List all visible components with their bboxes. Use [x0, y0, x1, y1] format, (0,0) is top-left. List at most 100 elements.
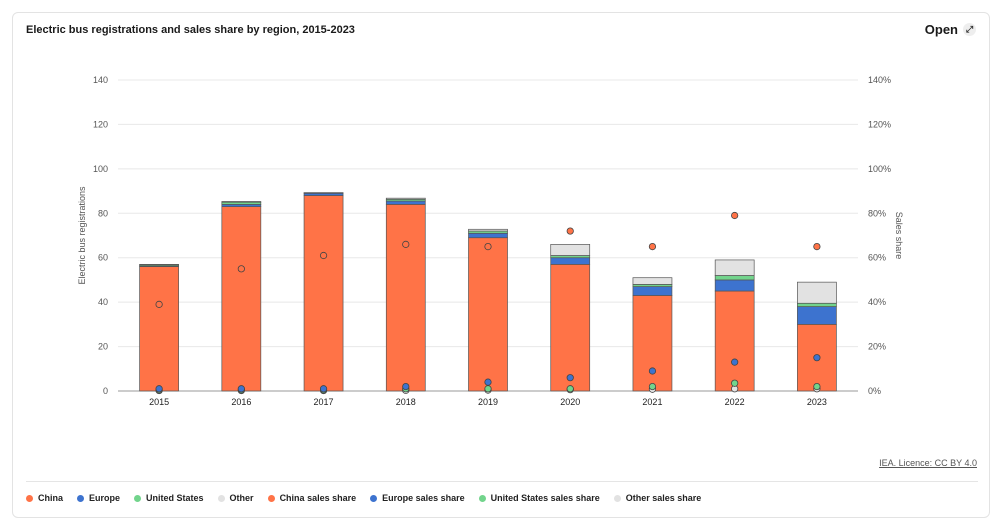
- legend-label: China: [38, 493, 64, 503]
- bar-europe: [468, 232, 508, 239]
- legend-item-united-states[interactable]: United States: [134, 493, 204, 503]
- marker-europe-share: [402, 382, 410, 391]
- licence-link[interactable]: IEA. Licence: CC BY 4.0: [879, 458, 977, 468]
- marker-united-states-share: [731, 379, 739, 387]
- y-tick-label: 140: [93, 75, 108, 85]
- legend-label: United States: [146, 493, 204, 503]
- marker-europe-share: [566, 374, 574, 382]
- marker-china-share: [813, 243, 821, 251]
- bar-china: [385, 204, 426, 392]
- y2-axis-label: Sales share: [894, 212, 904, 260]
- x-tick-label: 2018: [396, 397, 416, 407]
- share-markers: [155, 211, 821, 395]
- y-tick-label: 80: [98, 208, 108, 218]
- y-tick-label: 100: [93, 164, 108, 174]
- legend: China Europe United States Other China sales…: [26, 493, 701, 503]
- y2-tick-label: 0%: [868, 386, 881, 396]
- marker-china-share: [566, 227, 574, 235]
- y-tick-label: 0: [103, 386, 108, 396]
- marker-china-share: [402, 240, 410, 248]
- bar-china: [550, 264, 591, 392]
- y-tick-label: 120: [93, 119, 108, 129]
- legend-item-other-sales-share[interactable]: Other sales share: [613, 493, 702, 503]
- legend-label: Europe: [89, 493, 121, 503]
- legend-dot-icon: [370, 494, 378, 502]
- bar-other: [632, 277, 673, 285]
- bar-united-states: [714, 275, 755, 281]
- x-tick-label: 2023: [807, 397, 827, 407]
- marker-europe-share: [731, 358, 739, 366]
- legend-item-europe[interactable]: Europe: [77, 493, 120, 503]
- legend-label: China sales share: [279, 493, 357, 503]
- y2-tick-label: 100%: [868, 164, 891, 174]
- marker-europe-share: [155, 385, 163, 393]
- x-tick-label: 2020: [560, 397, 580, 407]
- y2-tick-label: 140%: [868, 75, 891, 85]
- bar-europe: [714, 279, 755, 292]
- bar-europe: [632, 286, 673, 296]
- marker-china-share: [155, 300, 163, 308]
- x-tick-label: 2021: [642, 397, 662, 407]
- legend-item-china[interactable]: China: [26, 493, 63, 503]
- y2-tick-label: 20%: [868, 342, 886, 352]
- y-tick-label: 40: [98, 297, 108, 307]
- x-tick-label: 2016: [231, 397, 251, 407]
- y2-tick-label: 60%: [868, 253, 886, 263]
- bar-other: [221, 201, 262, 203]
- legend-label: Europe sales share: [382, 493, 465, 503]
- bar-other: [797, 281, 837, 304]
- legend-dot-icon: [613, 494, 621, 502]
- marker-china-share: [237, 265, 245, 273]
- y2-tick-label: 80%: [868, 208, 886, 218]
- marker-united-states-share: [648, 382, 657, 391]
- legend-item-other[interactable]: Other: [217, 493, 254, 503]
- legend-item-united-states-sales-share[interactable]: United States sales share: [478, 493, 600, 503]
- legend-dot-icon: [267, 494, 275, 502]
- legend-label: United States sales share: [490, 493, 600, 503]
- bars: [139, 192, 837, 392]
- x-tick-label: 2017: [314, 397, 334, 407]
- y2-tick-label: 40%: [868, 297, 886, 307]
- marker-europe-share: [319, 385, 328, 393]
- bar-other: [468, 228, 508, 232]
- expand-icon: ⤢: [963, 23, 976, 36]
- bar-china: [468, 237, 508, 392]
- open-button[interactable]: Open ⤢: [925, 22, 976, 37]
- axes: 0 0% 20 20% 40 40% 60 60% 80 80% 100 100% 120 120% 140…: [77, 75, 904, 407]
- marker-europe-share: [484, 378, 492, 386]
- x-tick-label: 2019: [478, 397, 498, 407]
- marker-europe-share: [648, 367, 657, 375]
- legend-dot-icon: [478, 494, 486, 502]
- marker-china-share: [731, 211, 739, 220]
- bar-other: [550, 244, 591, 256]
- legend-dot-icon: [217, 494, 225, 502]
- legend-dot-icon: [134, 494, 142, 502]
- y-tick-label: 20: [98, 342, 108, 352]
- marker-europe-share: [237, 385, 245, 393]
- marker-china-share: [648, 243, 657, 251]
- legend-item-china-sales-share[interactable]: China sales share: [267, 493, 357, 503]
- y2-tick-label: 120%: [868, 119, 891, 129]
- legend-item-europe-sales-share[interactable]: Europe sales share: [370, 493, 465, 503]
- bar-other: [714, 259, 755, 276]
- bar-china: [221, 206, 262, 392]
- bar-europe: [550, 257, 591, 265]
- chart-title: Electric bus registrations and sales sha…: [26, 24, 355, 36]
- bar-europe: [385, 200, 426, 205]
- bar-china: [303, 195, 344, 392]
- y-axis-label: Electric bus registrations: [77, 186, 87, 285]
- y-tick-label: 60: [98, 253, 108, 263]
- bar-china: [632, 295, 673, 392]
- legend-divider: [26, 481, 978, 482]
- bar-other: [385, 197, 426, 200]
- bar-europe: [797, 306, 837, 325]
- legend-dot-icon: [77, 494, 85, 502]
- legend-label: Other sales share: [625, 493, 702, 503]
- marker-china-share: [484, 243, 492, 251]
- x-tick-label: 2015: [149, 397, 169, 407]
- bar-china: [714, 290, 755, 392]
- bar-united-states: [797, 302, 837, 307]
- marker-united-states-share: [813, 382, 821, 391]
- legend-dot-icon: [26, 494, 33, 502]
